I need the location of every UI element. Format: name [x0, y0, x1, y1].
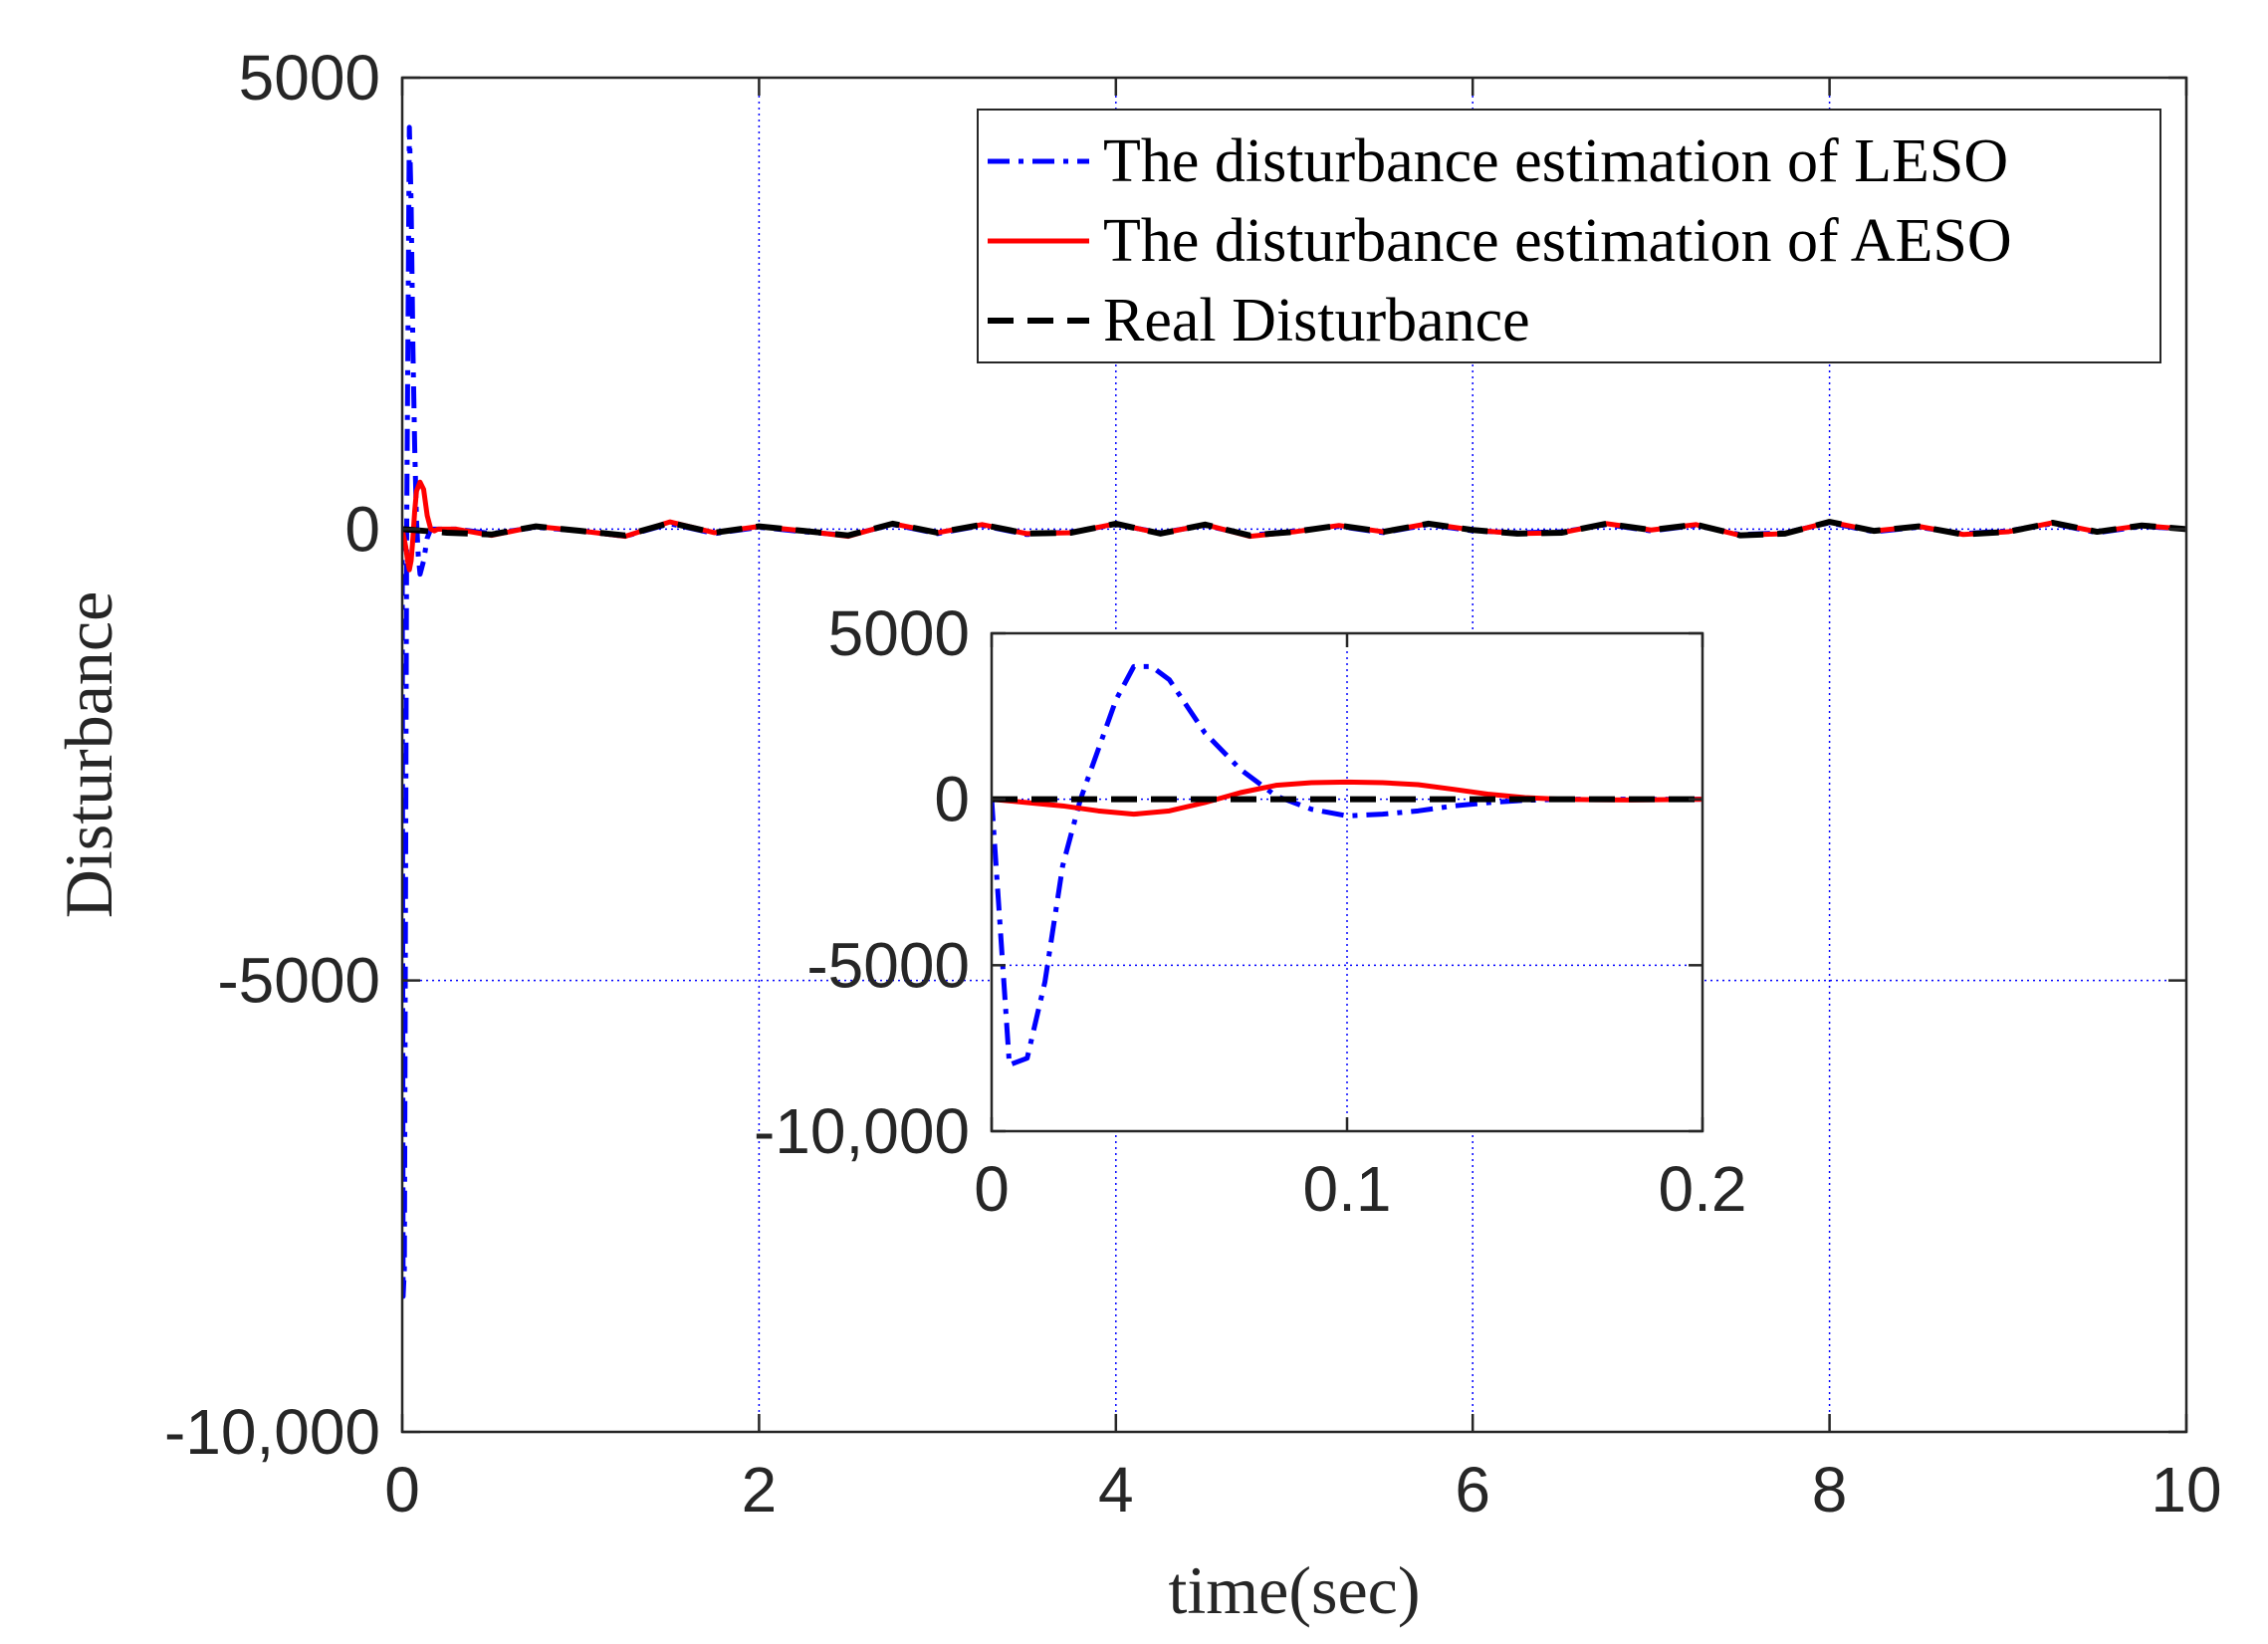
x-axis-label: time(sec) [1169, 1552, 1421, 1628]
main-xtick-label: 0 [384, 1454, 420, 1526]
legend-label-aeso: The disturbance estimation of AESO [1103, 207, 2012, 275]
main-axes-frame [400, 76, 2188, 1434]
inset-series-group [992, 663, 1702, 1067]
inset-ytick-label: 0 [934, 764, 970, 835]
main-xtick-label: 8 [1812, 1454, 1848, 1526]
y-axis-label: Disturbance [51, 591, 126, 919]
main-ytick-label: 0 [344, 493, 380, 565]
inset-ytick-label: 5000 [828, 597, 970, 669]
inset-series-line-leso [992, 663, 1702, 1067]
main-ytick-label: 5000 [239, 42, 380, 114]
inset-xtick-label: 0.1 [1303, 1153, 1392, 1225]
main-ticks: 0 2 4 6 8 10 -10,000 -5000 0 5000 [164, 42, 2222, 1526]
inset-plot-area [992, 633, 1702, 1131]
legend: The disturbance estimation of LESO The d… [977, 109, 2161, 363]
main-series-line-real [402, 519, 2186, 539]
main-series-group [402, 124, 2186, 1299]
inset-series-line-aeso [992, 779, 1702, 818]
main-xtick-label: 6 [1455, 1454, 1490, 1526]
main-xtick-label: 2 [742, 1454, 778, 1526]
legend-box [977, 109, 2161, 363]
legend-label-leso: The disturbance estimation of LESO [1103, 127, 2008, 195]
inset-ytick-label: -10,000 [754, 1095, 970, 1167]
main-ytick-label: -5000 [217, 945, 380, 1017]
main-ytick-label: -10,000 [164, 1396, 380, 1468]
inset-xtick-label: 0.2 [1659, 1153, 1747, 1225]
inset-xtick-label: 0 [974, 1153, 1010, 1225]
inset-ticks: 0 0.1 0.2 -10,000 -5000 0 5000 [754, 597, 1747, 1225]
legend-label-real: Real Disturbance [1103, 287, 1530, 354]
inset-ytick-label: -5000 [806, 929, 970, 1001]
main-xtick-label: 10 [2151, 1454, 2221, 1526]
main-xtick-label: 4 [1098, 1454, 1134, 1526]
